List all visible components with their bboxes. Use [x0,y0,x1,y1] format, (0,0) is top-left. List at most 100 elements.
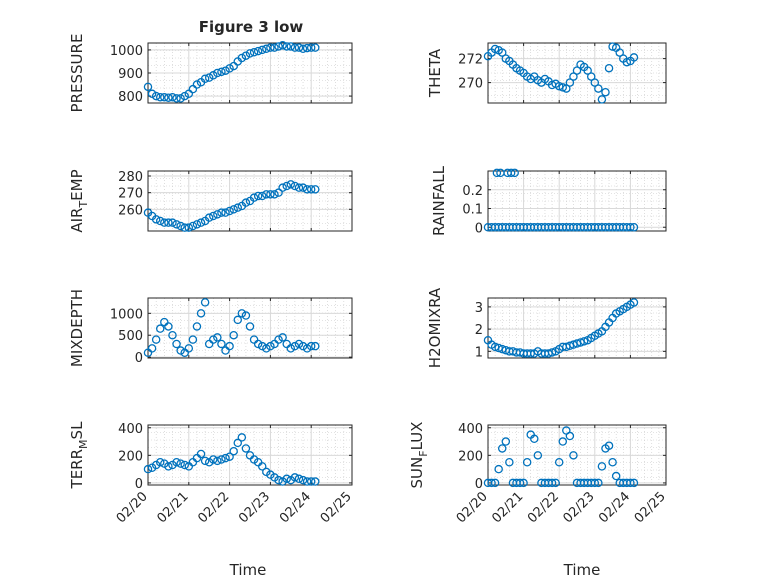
data-point [213,68,222,78]
data-point [147,344,157,353]
data-point [506,168,516,178]
panel-rainfall: 0 0.1 0.2 RAINFALL [430,165,667,236]
data-point [151,215,161,224]
data-point [225,452,234,461]
data-point [306,185,316,194]
data-point [522,457,532,467]
data-point [213,210,222,219]
data-point [249,193,259,202]
data-point [311,477,320,486]
data-point [510,168,519,178]
y-tick-label: 0.1 [462,203,483,218]
plot-area [488,43,666,103]
data-point [229,205,238,214]
data-point [266,341,275,351]
y-axis-label: RAINFALL [430,165,448,236]
data-point [253,46,263,56]
data-point [282,181,291,191]
data-point [629,478,639,488]
data-point [237,309,247,318]
data-point [155,216,165,226]
data-point [164,93,173,102]
data-point [253,191,263,201]
data-point [294,339,304,349]
data-point [237,433,247,442]
data-point [274,475,283,485]
data-point [586,72,596,81]
data-point [257,191,267,201]
data-point [233,315,243,325]
data-point [225,341,234,351]
data-point [241,311,251,320]
data-point [209,455,218,464]
y-tick-label: 1000 [110,307,143,322]
data-point [558,437,568,446]
data-point [294,43,304,52]
data-point [262,344,271,353]
data-point [184,344,194,353]
data-point [282,42,291,51]
data-point [151,91,161,101]
data-point [492,168,502,178]
data-point [558,83,568,92]
data-point [604,441,614,450]
data-point [565,78,575,87]
data-point [257,341,267,351]
data-point [278,333,287,342]
x-tick-label: 02/25 [318,489,355,526]
data-point [192,322,202,331]
data-point [217,67,226,77]
data-point [515,478,525,488]
data-point [569,72,578,81]
y-axis-label-main: H2OMIXRA [426,287,444,368]
data-point [490,478,500,488]
data-point [160,92,169,102]
data-point [188,221,198,231]
y-tick-label: 3 [475,301,483,316]
data-point [533,451,543,460]
data-point [505,457,514,467]
y-axis-label-main: RAINFALL [430,165,448,236]
data-point [278,41,287,50]
data-point [626,222,635,232]
data-point [164,322,173,331]
data-point [487,478,496,488]
data-point [286,42,296,51]
data-point [562,84,571,93]
data-point [270,43,279,52]
y-tick-label: 0.2 [462,184,483,199]
data-point [629,222,639,232]
y-tick-label: 2 [475,323,483,338]
data-point [196,309,206,318]
y-axis-label-tail: LUX [408,422,426,451]
data-point [274,42,283,51]
data-point [147,89,157,99]
data-point [294,183,304,192]
y-axis-label-main: AIR [68,208,86,233]
data-point [200,298,210,307]
x-tick-label: 02/20 [114,489,151,526]
data-point [213,456,222,466]
data-point [192,220,202,229]
axes-box [147,297,353,359]
x-axis-label: Time [563,561,601,579]
data-point [233,438,243,448]
y-axis-label-subscript: M [77,439,90,449]
y-tick-label: 0 [475,221,483,236]
y-tick-label: 1 [475,345,483,360]
data-point [594,478,603,488]
y-tick-label: 800 [118,90,143,105]
data-point [176,459,185,468]
data-point [497,48,507,57]
x-tick-label: 02/24 [277,489,314,526]
data-point [622,57,632,67]
x-tick-label: 02/23 [561,489,598,526]
x-tick-label: 02/22 [195,489,232,526]
data-point [229,330,238,340]
data-point [160,218,169,227]
data-point [168,218,177,227]
data-point [286,344,296,353]
data-point [302,477,312,486]
